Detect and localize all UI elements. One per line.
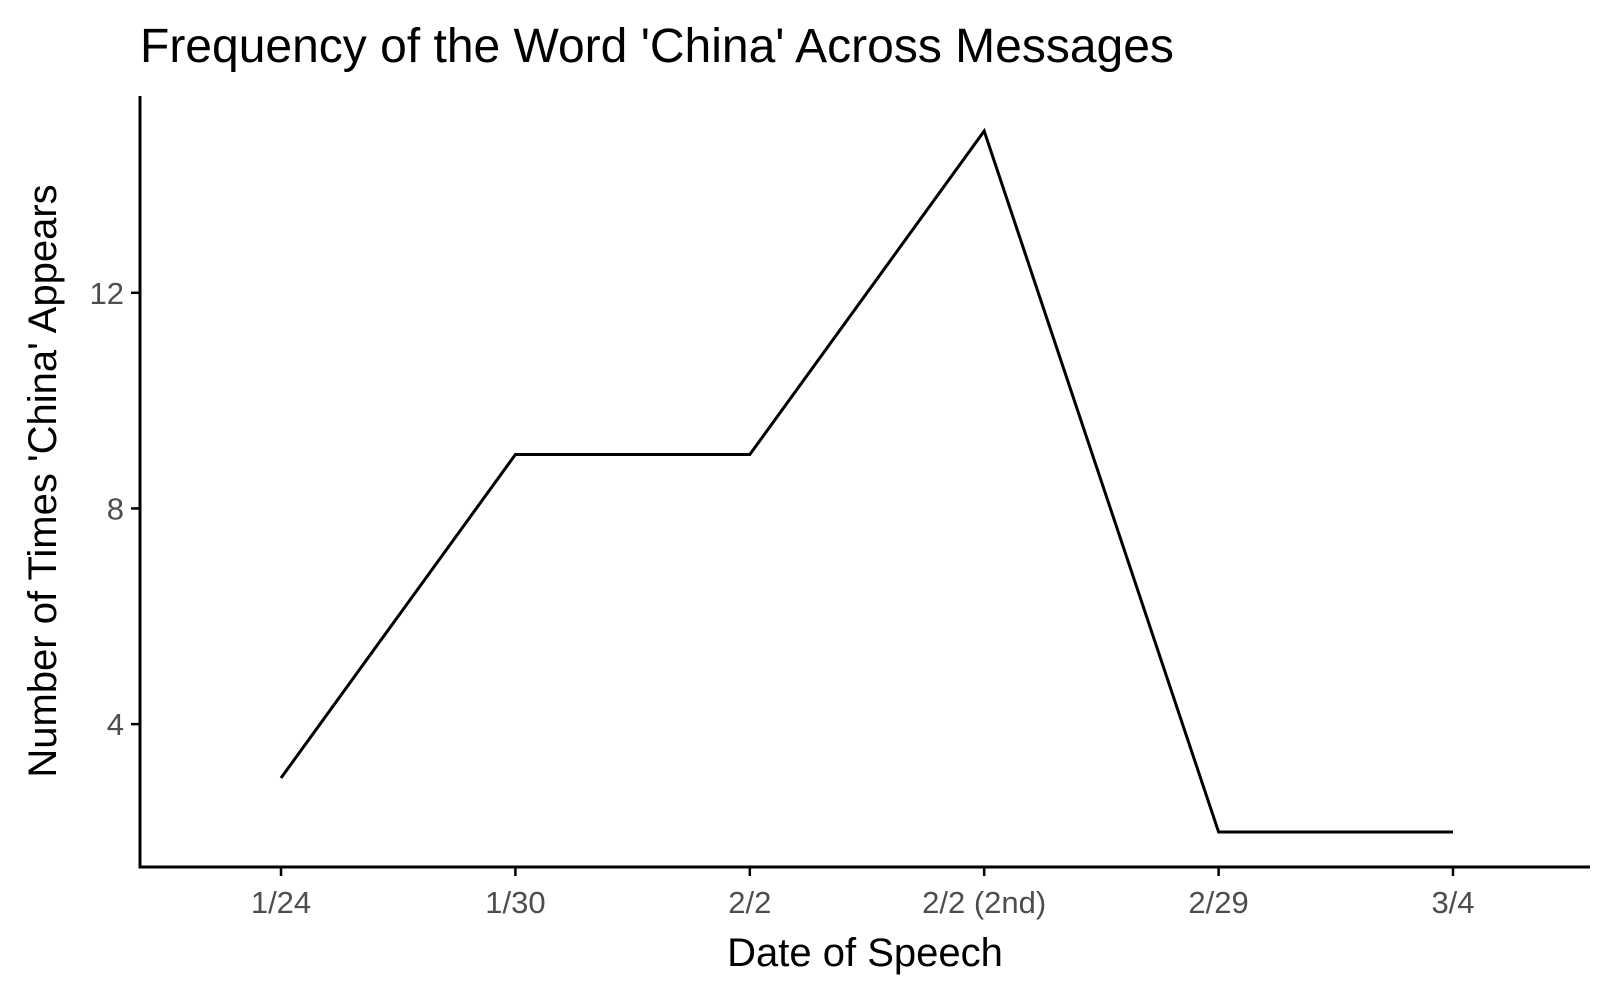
y-axis-title: Number of Times 'China' Appears [21, 184, 65, 777]
y-axis-ticks: 4 8 12 [90, 276, 140, 742]
x-axis-title: Date of Speech [727, 931, 1003, 975]
series-line-0 [279, 127, 1453, 834]
x-axis-ticks: 1/24 1/30 2/2 2/2 (2nd) 2/29 3/4 [251, 867, 1475, 920]
y-tick-label: 8 [107, 491, 124, 526]
x-tick-label: 3/4 [1431, 885, 1474, 920]
axes [138, 96, 1590, 869]
y-tick-label: 4 [107, 707, 124, 742]
x-tick-label: 1/30 [485, 885, 545, 920]
x-tick-label: 2/2 [728, 885, 771, 920]
chart-title: Frequency of the Word 'China' Across Mes… [140, 20, 1174, 73]
x-tick-label: 2/2 (2nd) [922, 885, 1046, 920]
y-tick-label: 12 [90, 276, 124, 311]
x-tick-label: 2/29 [1188, 885, 1248, 920]
series-layer [279, 127, 1453, 834]
x-tick-label: 1/24 [251, 885, 311, 920]
